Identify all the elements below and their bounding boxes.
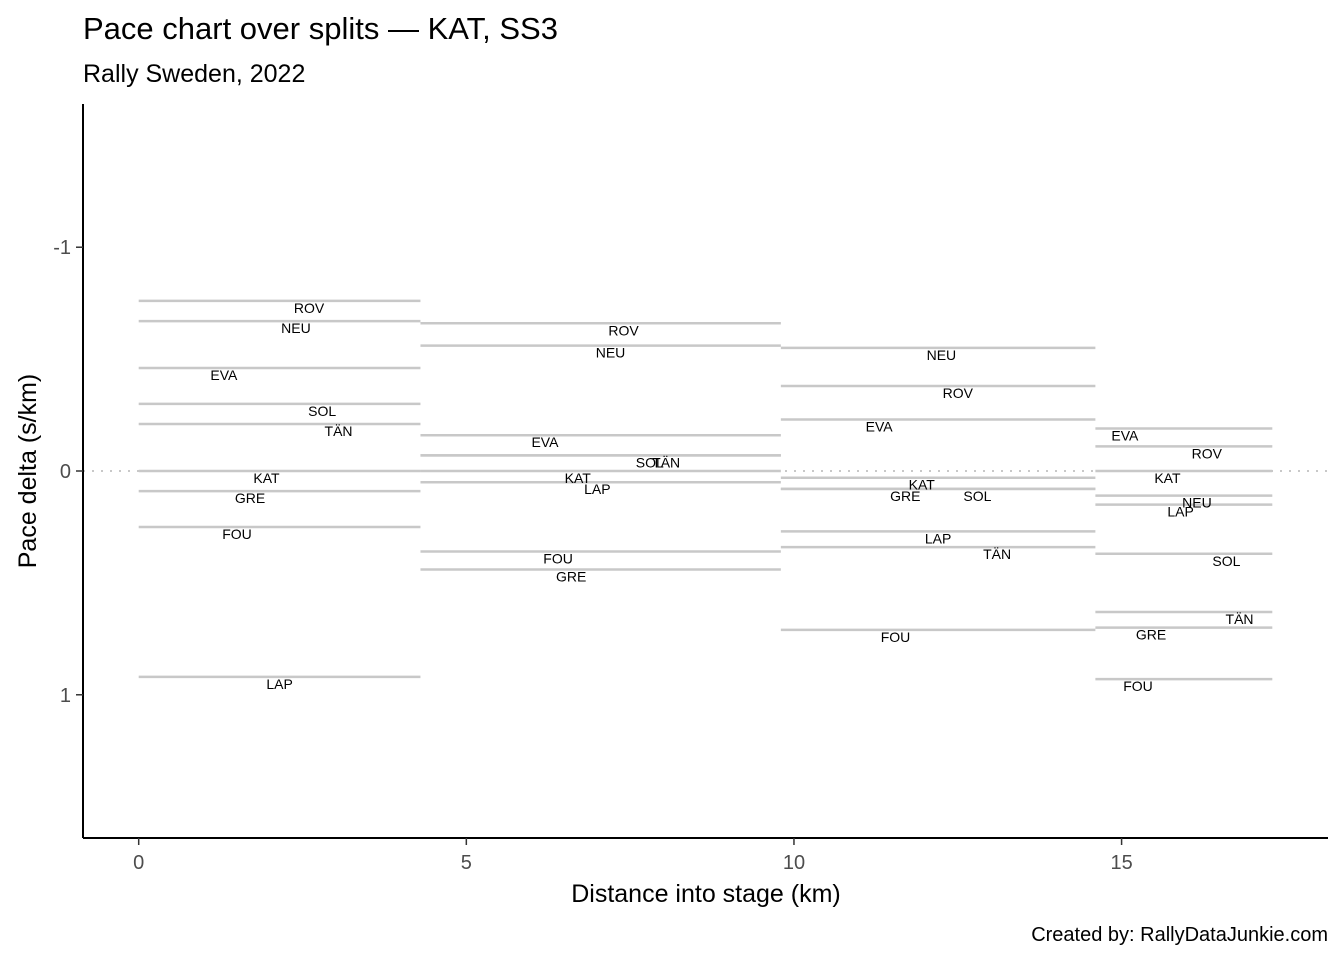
driver-label-4-kat: KAT	[1154, 470, 1181, 486]
driver-label-4-eva: EVA	[1111, 427, 1139, 443]
x-axis-title: Distance into stage (km)	[571, 880, 841, 908]
driver-label-3-lap: LAP	[925, 530, 951, 546]
driver-label-2-kat: KAT	[565, 470, 592, 486]
y-tick-label: -1	[53, 237, 71, 259]
driver-label-2-fou: FOU	[543, 551, 573, 567]
driver-label-4-fou: FOU	[1123, 678, 1153, 694]
driver-label-2-neu: NEU	[596, 345, 626, 361]
driver-label-4-tän: TÄN	[1226, 611, 1254, 627]
driver-label-3-tän: TÄN	[983, 546, 1011, 562]
driver-label-4-rov: ROV	[1192, 445, 1223, 461]
driver-label-1-gre: GRE	[235, 490, 265, 506]
driver-label-2-gre: GRE	[556, 568, 586, 584]
chart-subtitle: Rally Sweden, 2022	[83, 60, 305, 88]
y-axis-ticks: -1 0 1	[53, 237, 83, 707]
y-axis-title: Pace delta (s/km)	[14, 374, 42, 569]
x-tick-label: 5	[461, 852, 472, 874]
x-tick-label: 15	[1110, 852, 1132, 874]
driver-label-1-eva: EVA	[210, 367, 238, 383]
driver-label-4-sol: SOL	[1212, 553, 1240, 569]
driver-label-3-rov: ROV	[943, 385, 974, 401]
driver-label-2-lap: LAP	[584, 481, 610, 497]
driver-label-3-kat: KAT	[909, 477, 936, 493]
driver-label-2-eva: EVA	[531, 434, 559, 450]
chart-caption: Created by: RallyDataJunkie.com	[1031, 924, 1328, 946]
driver-label-4-gre: GRE	[1136, 627, 1166, 643]
x-axis-ticks: 0 5 10 15	[133, 838, 1133, 874]
driver-label-1-lap: LAP	[266, 676, 292, 692]
driver-label-1-fou: FOU	[222, 526, 252, 542]
driver-label-3-sol: SOL	[963, 488, 991, 504]
driver-label-1-kat: KAT	[253, 470, 280, 486]
y-tick-label: 0	[60, 461, 71, 483]
driver-label-3-gre: GRE	[890, 488, 920, 504]
driver-label-2-tän: TÄN	[652, 454, 680, 470]
y-tick-label: 1	[60, 685, 71, 707]
driver-label-4-lap: LAP	[1167, 504, 1193, 520]
driver-labels: ROVNEUEVASOLTÄNKATGREFOULAPROVNEUEVASOLT…	[210, 300, 1253, 694]
driver-label-4-neu: NEU	[1182, 495, 1212, 511]
driver-label-3-neu: NEU	[927, 347, 957, 363]
plot-area: ROVNEUEVASOLTÄNKATGREFOULAPROVNEUEVASOLT…	[83, 299, 1328, 694]
driver-label-1-sol: SOL	[308, 403, 336, 419]
driver-label-1-rov: ROV	[294, 300, 325, 316]
driver-label-3-fou: FOU	[881, 629, 911, 645]
driver-label-1-tän: TÄN	[325, 423, 353, 439]
driver-label-2-rov: ROV	[608, 322, 639, 338]
x-tick-label: 10	[783, 852, 805, 874]
driver-label-2-sol: SOL	[636, 454, 664, 470]
driver-label-3-eva: EVA	[866, 419, 894, 435]
x-tick-label: 0	[133, 852, 144, 874]
driver-label-1-neu: NEU	[281, 320, 311, 336]
chart-title: Pace chart over splits — KAT, SS3	[83, 11, 558, 46]
split-segments	[138, 299, 1273, 681]
